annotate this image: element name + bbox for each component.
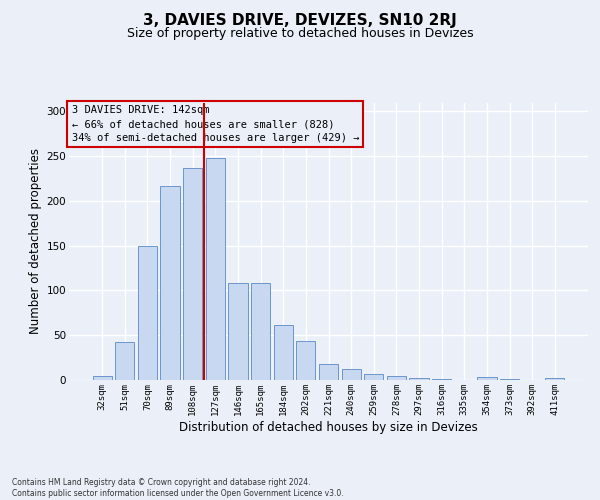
Bar — [364, 374, 383, 380]
X-axis label: Distribution of detached houses by size in Devizes: Distribution of detached houses by size … — [179, 420, 478, 434]
Bar — [387, 376, 406, 380]
Bar — [115, 342, 134, 380]
Bar — [251, 284, 270, 380]
Bar — [432, 379, 451, 380]
Bar — [274, 324, 293, 380]
Bar — [409, 378, 428, 380]
Text: Size of property relative to detached houses in Devizes: Size of property relative to detached ho… — [127, 28, 473, 40]
Y-axis label: Number of detached properties: Number of detached properties — [29, 148, 43, 334]
Bar — [138, 246, 157, 380]
Bar — [229, 284, 248, 380]
Text: 3, DAVIES DRIVE, DEVIZES, SN10 2RJ: 3, DAVIES DRIVE, DEVIZES, SN10 2RJ — [143, 12, 457, 28]
Bar — [319, 364, 338, 380]
Bar — [341, 370, 361, 380]
Bar — [500, 379, 519, 380]
Bar — [160, 186, 180, 380]
Bar — [477, 378, 497, 380]
Bar — [545, 378, 565, 380]
Bar — [206, 158, 225, 380]
Bar — [183, 168, 202, 380]
Text: Contains HM Land Registry data © Crown copyright and database right 2024.
Contai: Contains HM Land Registry data © Crown c… — [12, 478, 344, 498]
Text: 3 DAVIES DRIVE: 142sqm
← 66% of detached houses are smaller (828)
34% of semi-de: 3 DAVIES DRIVE: 142sqm ← 66% of detached… — [71, 106, 359, 144]
Bar — [296, 340, 316, 380]
Bar — [92, 376, 112, 380]
